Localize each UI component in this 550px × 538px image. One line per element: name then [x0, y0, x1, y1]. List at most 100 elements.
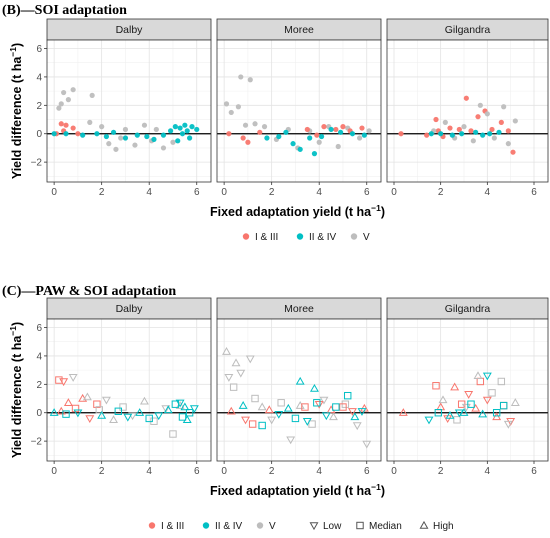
data-point [464, 391, 474, 399]
data-point [180, 402, 190, 411]
y-tick-label: 6 [36, 44, 42, 55]
data-point [498, 119, 504, 125]
data-point [58, 101, 64, 107]
data-point [62, 410, 70, 418]
panel-strip-label: Moree [284, 303, 314, 315]
x-tick-label: 2 [438, 466, 444, 477]
data-point [163, 405, 173, 414]
data-point [398, 131, 404, 137]
data-point [473, 129, 479, 135]
data-point [314, 401, 324, 409]
data-point [151, 136, 157, 142]
data-point [172, 124, 178, 130]
data-point [459, 408, 469, 416]
data-point [134, 132, 140, 138]
data-point [477, 102, 483, 108]
data-points [398, 371, 520, 429]
data-point [497, 377, 506, 386]
data-point [321, 412, 331, 421]
section-c-title: (C)—PAW & SOI adaptation [2, 284, 176, 299]
x-tick-label: 2 [269, 466, 275, 477]
x-axis-title-exponent: −1 [371, 203, 381, 213]
data-point [70, 87, 76, 93]
data-point [169, 430, 177, 438]
data-point [318, 133, 325, 140]
legend-label-high: High [433, 521, 454, 532]
data-point [179, 131, 186, 137]
section-b-title: (B)—SOI adaptation [2, 3, 127, 18]
panel-border [46, 39, 212, 183]
data-point [223, 101, 230, 107]
data-point [424, 416, 434, 425]
data-point [184, 128, 190, 134]
data-point [319, 396, 329, 405]
legend-label-v: V [363, 232, 370, 243]
chart-paw-soi-adaptation: Dalby 0 2 4 6 −2 0 2 4 6 Moree 0 2 4 6 Gilgandra 0 2 4 6 Yie… [8, 297, 549, 532]
data-point [344, 391, 352, 400]
x-tick-label: 0 [51, 466, 57, 477]
x-tick-label: 2 [269, 187, 275, 198]
legend-key-median [356, 521, 364, 530]
data-point [122, 135, 129, 141]
data-point [433, 116, 439, 123]
data-point [301, 403, 309, 411]
data-point [286, 436, 296, 445]
data-point [82, 392, 92, 401]
data-point [264, 135, 270, 141]
data-point [459, 131, 465, 137]
data-point [101, 396, 111, 405]
data-point [432, 382, 440, 390]
data-point [314, 132, 320, 138]
data-point [229, 383, 238, 391]
data-point [295, 376, 305, 385]
x-tick-label: 6 [531, 466, 537, 477]
data-point [139, 396, 149, 405]
x-axis-title-exponent: −1 [371, 482, 381, 492]
data-point [68, 374, 78, 382]
chart-soi-adaptation: Dalby 0 2 4 6 −2 0 2 4 6 Moree 0 2 4 6 Gilgandra 0 2 4 6 Yie… [8, 18, 549, 243]
x-tick-label: 0 [221, 466, 227, 477]
data-point [488, 389, 496, 397]
y-tick-label: 4 [36, 351, 42, 362]
data-point [175, 399, 185, 408]
data-point [226, 131, 232, 137]
data-point [261, 124, 268, 130]
panel-dalby: Dalby 0 2 4 6 −2 0 2 4 6 [31, 297, 212, 477]
legend-label-v: V [269, 521, 276, 532]
panel-border [46, 318, 212, 462]
plot-background [387, 40, 548, 182]
data-point [145, 414, 153, 423]
data-point [226, 406, 236, 415]
data-point [236, 369, 246, 378]
data-point [153, 126, 159, 133]
data-point [450, 382, 460, 391]
data-point [73, 409, 83, 418]
data-point [308, 420, 316, 428]
data-point [242, 122, 249, 128]
data-point [463, 95, 469, 101]
legend-key-ii-and-iv [296, 233, 304, 240]
panel-strip-label: Gilgandra [445, 24, 491, 36]
y-axis-title-text: Yield difference (t ha [10, 335, 24, 459]
data-point [398, 408, 408, 416]
data-point [283, 403, 293, 412]
data-point [473, 371, 483, 379]
data-point [349, 131, 356, 137]
legend-label-low: Low [323, 521, 342, 532]
data-point [58, 121, 64, 127]
legend-key-i-and-iii [148, 522, 156, 529]
data-point [328, 126, 334, 133]
y-axis-title: Yield difference (t ha−1) [8, 322, 24, 458]
data-point [352, 422, 362, 431]
data-point [135, 408, 145, 416]
data-point [110, 129, 117, 135]
data-point [245, 355, 255, 364]
y-axis-title: Yield difference (t ha−1) [8, 43, 24, 179]
data-point [167, 128, 174, 134]
data-point [228, 109, 234, 116]
data-point [241, 416, 250, 425]
data-point [123, 413, 133, 422]
data-point [93, 400, 101, 408]
panel-border [386, 318, 549, 462]
data-point [482, 372, 492, 381]
